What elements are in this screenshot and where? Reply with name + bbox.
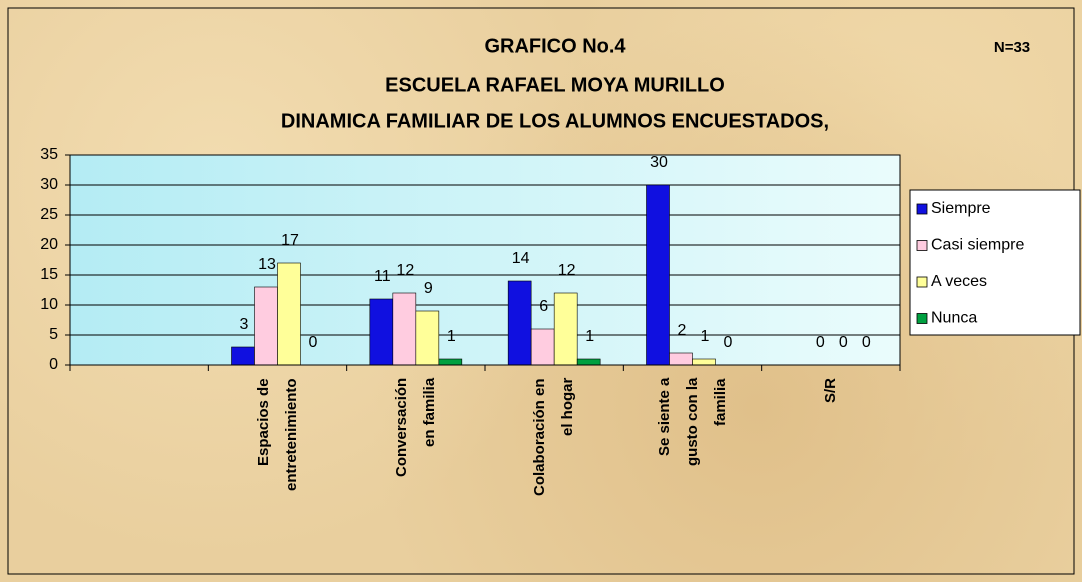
chart-title: DINAMICA FAMILIAR DE LOS ALUMNOS ENCUEST… <box>281 110 829 132</box>
data-label: 1 <box>447 328 456 345</box>
data-label: 30 <box>650 154 668 171</box>
x-tick-label: Espacios de entretenimiento <box>254 378 300 491</box>
bar <box>438 358 463 366</box>
data-label: 17 <box>281 232 299 249</box>
chart-title: ESCUELA RAFAEL MOYA MURILLO <box>385 74 725 96</box>
bar <box>415 310 440 366</box>
y-tick-label: 15 <box>40 266 58 283</box>
y-tick-label: 5 <box>49 326 58 343</box>
data-label: 6 <box>539 298 548 315</box>
legend-swatch <box>916 203 928 215</box>
data-label: 11 <box>374 268 391 285</box>
data-label: 14 <box>512 250 530 267</box>
y-tick-label: 10 <box>40 296 58 313</box>
data-label: 9 <box>424 280 433 297</box>
x-tick-label: Conversación en familia <box>392 378 438 478</box>
data-label: 0 <box>309 334 318 351</box>
chart-title: GRAFICO No.4 <box>484 35 626 57</box>
bar <box>646 184 670 366</box>
bar <box>576 358 601 366</box>
data-label: 1 <box>701 328 710 345</box>
data-label: 0 <box>816 334 825 351</box>
bar <box>231 346 255 366</box>
bar <box>553 292 578 366</box>
data-label: 12 <box>558 262 576 279</box>
bar <box>692 358 716 366</box>
y-tick-label: 20 <box>40 236 58 253</box>
x-tick-label: Se siente a gusto con la familia <box>655 378 729 467</box>
legend-swatch <box>916 240 928 251</box>
data-label: 3 <box>240 316 249 333</box>
data-label: 1 <box>585 328 594 345</box>
y-tick-label: 25 <box>40 206 58 223</box>
data-label: 12 <box>396 262 414 279</box>
bar <box>392 292 417 366</box>
data-label: 13 <box>258 256 276 273</box>
y-tick-label: 30 <box>40 176 58 193</box>
data-label: 2 <box>678 322 687 339</box>
legend-swatch <box>916 276 928 288</box>
data-label: 0 <box>862 334 871 351</box>
bar <box>254 286 278 366</box>
data-label: 0 <box>839 334 848 351</box>
y-tick-label: 35 <box>40 146 58 163</box>
data-label: 0 <box>724 334 733 351</box>
y-tick-label: 0 <box>49 356 58 373</box>
x-tick-label: Colaboración en el hogar <box>531 378 577 496</box>
legend-label: Siempre <box>931 200 991 217</box>
bar <box>530 328 555 366</box>
annotation: N=33 <box>994 39 1030 56</box>
bar <box>507 280 532 366</box>
bar <box>277 262 301 366</box>
x-tick-label: S/R <box>821 378 839 404</box>
legend-label: Casi siempre <box>931 237 1024 254</box>
legend-swatch <box>916 313 928 324</box>
legend <box>909 189 1081 336</box>
legend-label: Nunca <box>931 310 977 327</box>
plot-area <box>69 154 901 366</box>
bar <box>669 352 693 366</box>
bar <box>369 298 394 366</box>
legend-label: A veces <box>931 273 987 290</box>
